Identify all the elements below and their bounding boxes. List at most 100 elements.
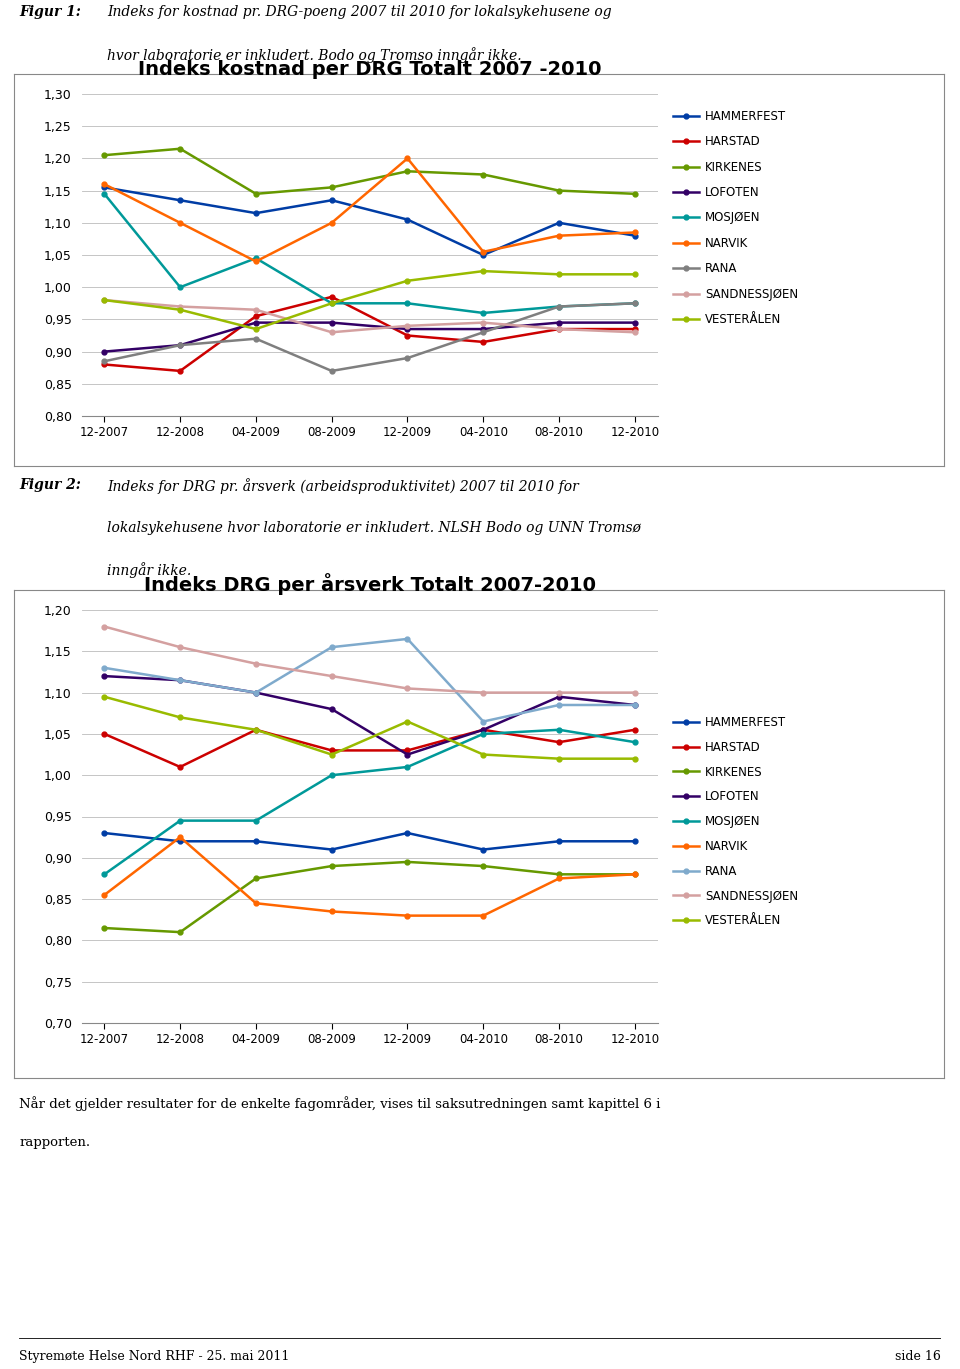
RANA: [251, 684, 262, 701]
HARSTAD: [477, 721, 489, 738]
MOSJØEN: [99, 867, 110, 883]
LOFOTEN: [553, 315, 564, 331]
NARVIK: [553, 871, 564, 887]
NARVIK: [401, 908, 413, 924]
RANA: [175, 337, 186, 353]
KIRKENES: [477, 858, 489, 875]
SANDNESSJØEN: [629, 324, 640, 341]
MOSJØEN: [553, 298, 564, 315]
MOSJØEN: [401, 296, 413, 312]
MOSJØEN: [629, 734, 640, 750]
RANA: [629, 697, 640, 713]
KIRKENES: [175, 924, 186, 941]
SANDNESSJØEN: [629, 684, 640, 701]
HARSTAD: [326, 289, 338, 305]
LOFOTEN: [326, 701, 338, 717]
LOFOTEN: [629, 697, 640, 713]
LOFOTEN: [175, 672, 186, 689]
VESTERÅLEN: [251, 721, 262, 738]
Line: NARVIK: NARVIK: [102, 835, 637, 919]
HARSTAD: [553, 734, 564, 750]
Line: LOFOTEN: LOFOTEN: [102, 674, 637, 757]
Line: KIRKENES: KIRKENES: [102, 146, 637, 196]
VESTERÅLEN: [629, 750, 640, 767]
KIRKENES: [326, 179, 338, 196]
VESTERÅLEN: [251, 320, 262, 337]
KIRKENES: [553, 182, 564, 199]
LOFOTEN: [553, 689, 564, 705]
HARSTAD: [477, 334, 489, 350]
Line: HARSTAD: HARSTAD: [102, 727, 637, 769]
Text: inngår ikke.: inngår ikke.: [107, 563, 191, 578]
KIRKENES: [401, 854, 413, 871]
RANA: [629, 296, 640, 312]
NARVIK: [326, 904, 338, 920]
HARSTAD: [553, 320, 564, 337]
Title: Indeks DRG per årsverk Totalt 2007-2010: Indeks DRG per årsverk Totalt 2007-2010: [144, 572, 595, 594]
LOFOTEN: [326, 315, 338, 331]
NARVIK: [553, 227, 564, 244]
SANDNESSJØEN: [401, 318, 413, 334]
HARSTAD: [251, 308, 262, 324]
RANA: [477, 324, 489, 341]
MOSJØEN: [251, 251, 262, 267]
HARSTAD: [99, 356, 110, 372]
Line: RANA: RANA: [102, 637, 637, 724]
VESTERÅLEN: [326, 746, 338, 763]
Line: HAMMERFEST: HAMMERFEST: [102, 831, 637, 852]
NARVIK: [99, 887, 110, 904]
HAMMERFEST: [477, 246, 489, 263]
RANA: [326, 639, 338, 656]
Text: Indeks for DRG pr. årsverk (arbeidsproduktivitet) 2007 til 2010 for: Indeks for DRG pr. årsverk (arbeidsprodu…: [107, 478, 579, 494]
Text: Figur 2:: Figur 2:: [19, 478, 81, 491]
Text: Figur 1:: Figur 1:: [19, 5, 81, 19]
HAMMERFEST: [175, 192, 186, 208]
VESTERÅLEN: [629, 266, 640, 282]
Line: HAMMERFEST: HAMMERFEST: [102, 185, 637, 257]
Text: rapporten.: rapporten.: [19, 1136, 90, 1150]
HAMMERFEST: [477, 842, 489, 858]
SANDNESSJØEN: [477, 315, 489, 331]
RANA: [175, 672, 186, 689]
RANA: [401, 631, 413, 648]
HAMMERFEST: [251, 205, 262, 222]
VESTERÅLEN: [401, 272, 413, 289]
LOFOTEN: [401, 320, 413, 337]
MOSJØEN: [175, 279, 186, 296]
KIRKENES: [629, 186, 640, 203]
Line: VESTERÅLEN: VESTERÅLEN: [102, 268, 637, 331]
MOSJØEN: [326, 767, 338, 783]
Text: lokalsykehusene hvor laboratorie er inkludert. NLSH Bodo og UNN Tromsø: lokalsykehusene hvor laboratorie er inkl…: [107, 522, 640, 535]
Line: LOFOTEN: LOFOTEN: [102, 320, 637, 355]
MOSJØEN: [477, 726, 489, 742]
Line: SANDNESSJØEN: SANDNESSJØEN: [102, 624, 637, 695]
HARSTAD: [251, 721, 262, 738]
Line: KIRKENES: KIRKENES: [102, 860, 637, 935]
HAMMERFEST: [326, 192, 338, 208]
HAMMERFEST: [629, 834, 640, 850]
Text: side 16: side 16: [895, 1350, 941, 1364]
VESTERÅLEN: [175, 709, 186, 726]
VESTERÅLEN: [99, 292, 110, 308]
HAMMERFEST: [401, 824, 413, 841]
NARVIK: [251, 253, 262, 270]
Line: NARVIK: NARVIK: [102, 156, 637, 264]
LOFOTEN: [477, 320, 489, 337]
LOFOTEN: [251, 684, 262, 701]
KIRKENES: [629, 867, 640, 883]
VESTERÅLEN: [401, 713, 413, 730]
RANA: [99, 353, 110, 370]
HARSTAD: [99, 726, 110, 742]
MOSJØEN: [326, 296, 338, 312]
RANA: [401, 350, 413, 367]
RANA: [477, 713, 489, 730]
MOSJØEN: [553, 721, 564, 738]
SANDNESSJØEN: [175, 639, 186, 656]
KIRKENES: [553, 867, 564, 883]
Line: RANA: RANA: [102, 301, 637, 374]
KIRKENES: [251, 871, 262, 887]
KIRKENES: [251, 186, 262, 203]
KIRKENES: [99, 146, 110, 163]
SANDNESSJØEN: [175, 298, 186, 315]
HARSTAD: [326, 742, 338, 758]
